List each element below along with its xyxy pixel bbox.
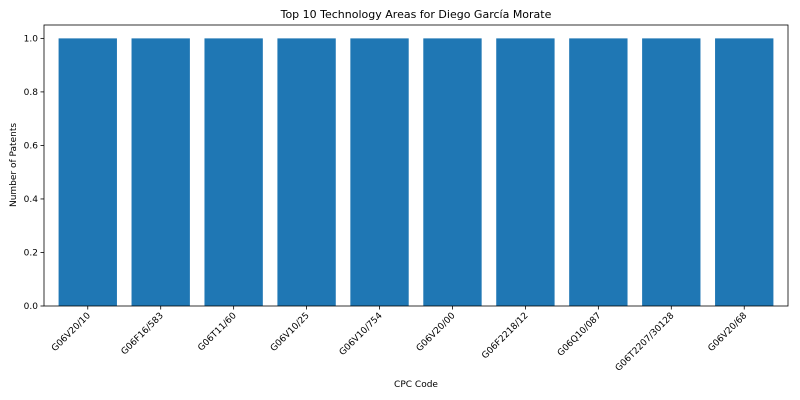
bar-G06T11/60 xyxy=(204,38,262,306)
chart-title: Top 10 Technology Areas for Diego García… xyxy=(280,8,552,21)
bar-G06F16/583 xyxy=(132,38,190,306)
bar-G06V10/25 xyxy=(277,38,335,306)
bar-G06F2218/12 xyxy=(496,38,554,306)
bar-G06V20/10 xyxy=(59,38,117,306)
x-axis-title: CPC Code xyxy=(394,380,438,390)
x-tick-label: G06T11/60 xyxy=(196,311,239,354)
y-tick-label: 0.2 xyxy=(24,248,38,258)
bar-G06Q10/087 xyxy=(569,38,627,306)
x-axis: G06V20/10 G06F16/583 G06T11/60 G06V10/25 G06… xyxy=(50,306,749,374)
x-tick-label: G06T2207/30128 xyxy=(614,311,677,374)
y-tick-label: 0.8 xyxy=(24,88,39,98)
x-tick-label: G06V10/754 xyxy=(338,311,385,358)
bar-G06V20/00 xyxy=(423,38,481,306)
y-axis: 0.0 0.2 0.4 0.6 0.8 1.0 xyxy=(24,34,44,312)
bar-G06T2207/30128 xyxy=(642,38,700,306)
x-tick-label: G06F16/583 xyxy=(120,311,166,357)
x-tick-label: G06V20/00 xyxy=(415,311,458,354)
y-tick-label: 0.0 xyxy=(24,302,39,312)
bars-group xyxy=(59,38,774,306)
bar-G06V10/754 xyxy=(350,38,408,306)
y-tick-label: 0.4 xyxy=(24,195,39,205)
x-tick-label: G06F2218/12 xyxy=(480,311,530,361)
x-tick-label: G06V10/25 xyxy=(269,311,312,354)
y-tick-label: 0.6 xyxy=(24,141,39,151)
x-tick-label: G06Q10/087 xyxy=(556,311,604,359)
y-tick-label: 1.0 xyxy=(24,34,39,44)
x-tick-label: G06V20/68 xyxy=(707,311,750,354)
y-axis-title: Number of Patents xyxy=(9,123,19,207)
x-tick-label: G06V20/10 xyxy=(50,311,93,354)
bar-G06V20/68 xyxy=(715,38,773,306)
